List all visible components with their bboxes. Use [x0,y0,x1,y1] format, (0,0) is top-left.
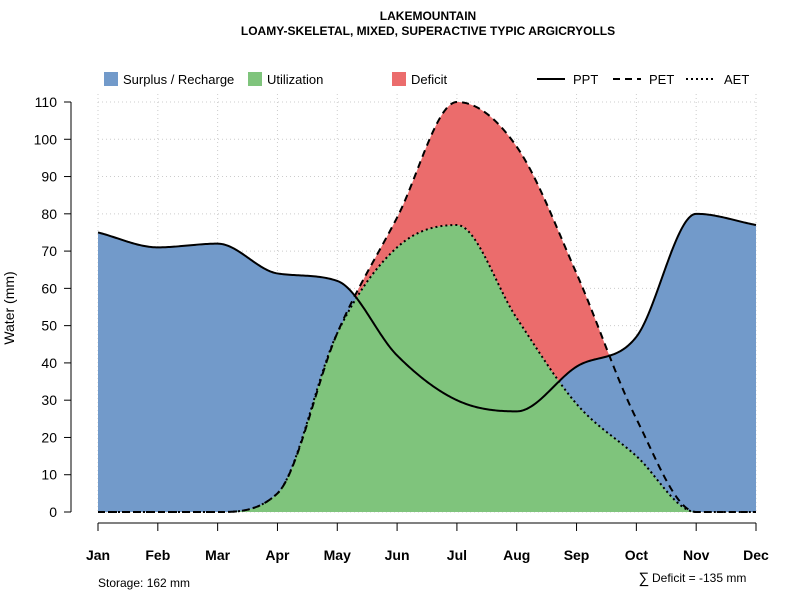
x-tick-label: Jun [385,547,410,563]
legend-swatch-deficit [392,72,406,86]
area-utilization [98,225,756,512]
legend-label-surplus: Surplus / Recharge [123,72,234,87]
y-tick-label: 90 [41,169,57,185]
area-fills [98,102,756,512]
deficit-total: Deficit = -135 mm [652,571,746,585]
legend-swatch-surplus [104,72,118,86]
x-tick-label: Feb [145,547,170,563]
legend-swatch-utilization [248,72,262,86]
y-axis: 0 10 20 30 40 50 60 70 80 90 100 110 [34,94,72,520]
x-tick-label: May [324,547,351,563]
sum-symbol: ∑ [639,570,650,587]
y-tick-label: 0 [49,504,57,520]
chart-subtitle: LOAMY-SKELETAL, MIXED, SUPERACTIVE TYPIC… [241,24,615,38]
x-tick-label: Aug [503,547,530,563]
legend-label-utilization: Utilization [267,72,323,87]
legend-label-ppt: PPT [573,72,598,87]
series-line-aet [98,223,756,513]
x-tick-label: Jul [447,547,467,563]
legend: Surplus / Recharge Utilization Deficit P… [104,72,749,87]
series-line-ppt [97,212,757,413]
x-tick-label: Dec [743,547,769,563]
storage-note: Storage: 162 mm [98,576,190,590]
x-tick-label: Jan [86,547,110,563]
y-tick-label: 40 [41,355,57,371]
x-tick-label: Apr [265,547,290,563]
legend-label-aet: AET [724,72,749,87]
x-tick-label: Mar [205,547,230,563]
series-lines [97,100,757,513]
y-tick-label: 80 [41,206,57,222]
y-tick-label: 20 [41,429,57,445]
y-tick-label: 30 [41,392,57,408]
y-axis-label: Water (mm) [1,271,17,344]
legend-label-deficit: Deficit [411,72,448,87]
chart-title: LAKEMOUNTAIN [380,9,476,23]
x-axis: Jan Feb Mar Apr May Jun Jul Aug Sep Oct Nov Dec [86,522,769,563]
x-tick-label: Oct [625,547,649,563]
y-tick-label: 10 [41,467,57,483]
legend-label-pet: PET [649,72,674,87]
y-tick-label: 100 [34,131,58,147]
x-tick-label: Nov [683,547,710,563]
y-tick-label: 110 [35,94,58,110]
series-line-pet [98,100,756,513]
y-tick-label: 70 [41,243,57,259]
y-tick-label: 60 [41,280,57,296]
x-tick-label: Sep [564,547,590,563]
y-tick-label: 50 [41,318,57,334]
